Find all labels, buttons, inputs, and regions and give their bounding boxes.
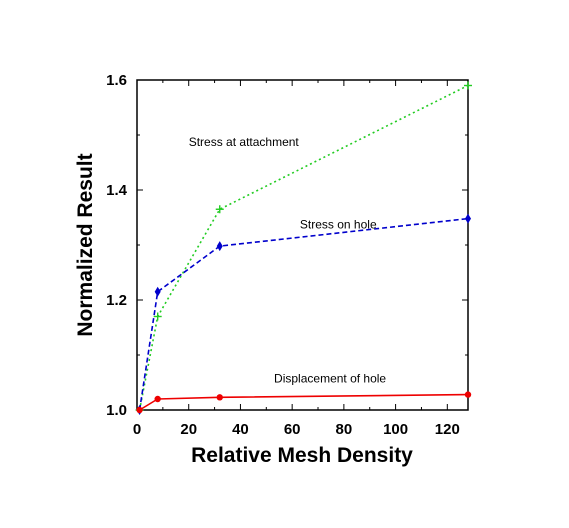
y-axis-title: Normalized Result <box>74 153 97 336</box>
y-tick-label: 1.2 <box>106 292 127 309</box>
x-tick-label: 60 <box>284 421 301 438</box>
series-0-point <box>153 312 162 321</box>
x-axis-title: Relative Mesh Density <box>191 444 413 467</box>
series-0-point <box>215 205 224 214</box>
annotation-label: Stress on hole <box>300 218 377 232</box>
series-1-point <box>216 241 223 252</box>
x-tick-label: 100 <box>383 421 408 438</box>
y-tick-label: 1.4 <box>106 182 128 199</box>
series-2-point <box>216 394 223 401</box>
series-2-point <box>136 406 143 414</box>
axis-ticks: 0 20 40 60 80 100 120 1.0 1.2 1.4 1.6 <box>106 72 468 438</box>
annotations-group: Stress at attachment Stress on hole Displa… <box>189 135 387 386</box>
series-group <box>135 81 472 415</box>
series-2-point <box>154 395 161 403</box>
x-tick-label: 80 <box>336 421 353 438</box>
series-0-point <box>464 81 472 90</box>
y-tick-label: 1.0 <box>106 402 127 419</box>
x-tick-label: 0 <box>133 421 141 438</box>
annotation-label: Stress at attachment <box>189 135 300 149</box>
series-line-1 <box>138 217 469 411</box>
annotation-label: Displacement of hole <box>274 372 386 386</box>
series-1-point <box>154 286 161 297</box>
y-tick-label: 1.6 <box>106 72 127 89</box>
x-tick-label: 40 <box>232 421 249 438</box>
x-tick-label: 20 <box>180 421 197 438</box>
x-tick-label: 120 <box>435 421 460 438</box>
series-line-2 <box>139 393 469 411</box>
series-2-point <box>464 391 472 398</box>
plot-frame <box>136 79 469 411</box>
series-1-point <box>465 213 471 224</box>
